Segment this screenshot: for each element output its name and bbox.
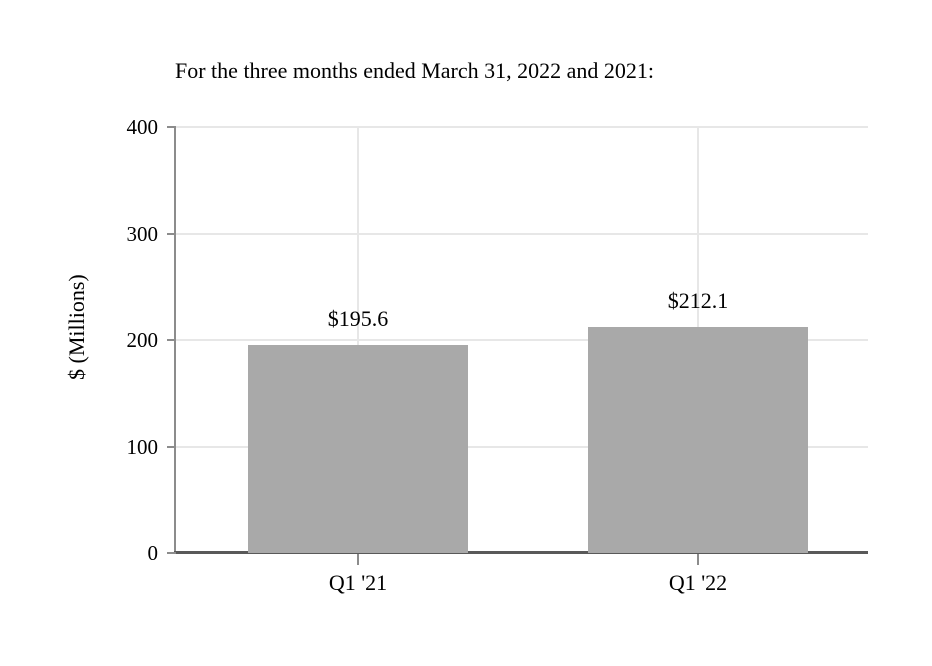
bar-value-label-1: $195.6 [327, 306, 389, 331]
y-tick-label-100: 100 [126, 435, 159, 459]
gridline-y-100 [176, 446, 868, 448]
chart-title: For the three months ended March 31, 202… [175, 58, 655, 83]
gridline-y-200 [176, 339, 868, 341]
y-tick-mark-100 [167, 446, 176, 448]
y-tick-mark-400 [167, 126, 176, 128]
x-axis-line [174, 551, 868, 554]
y-tick-mark-300 [167, 233, 176, 235]
y-tick-label-400: 400 [126, 115, 159, 139]
bar-1 [248, 345, 468, 553]
bar-2 [588, 327, 808, 553]
gridline-y-400 [176, 126, 868, 128]
gridline-category-1 [357, 127, 359, 553]
y-tick-label-200: 200 [126, 328, 159, 352]
x-tick-mark-1 [357, 554, 359, 565]
y-tick-label-0: 0 [147, 541, 159, 565]
x-tick-label-2: Q1 '22 [668, 570, 728, 595]
y-tick-mark-0 [167, 552, 176, 554]
y-tick-label-300: 300 [126, 222, 159, 246]
bar-value-label-2: $212.1 [667, 288, 729, 313]
x-tick-label-1: Q1 '21 [328, 570, 388, 595]
x-tick-mark-2 [697, 554, 699, 565]
gridline-y-300 [176, 233, 868, 235]
y-tick-mark-200 [167, 339, 176, 341]
